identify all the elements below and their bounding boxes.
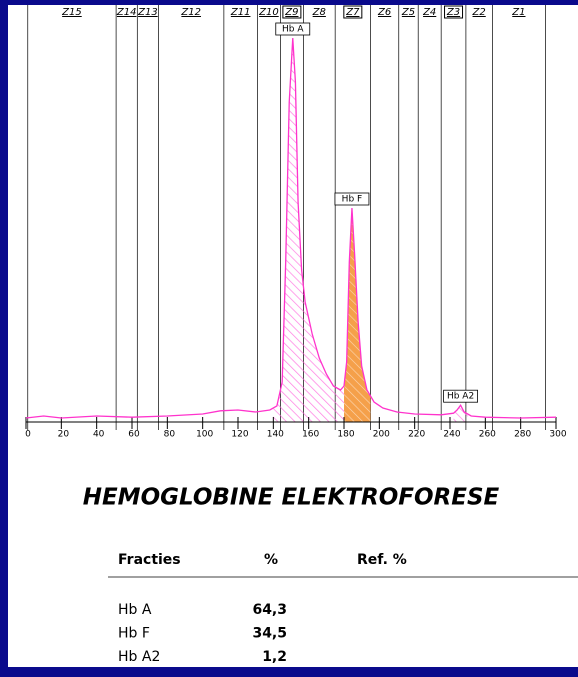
fraction-name: Hb F xyxy=(118,626,150,642)
fraction-value: 64,3 xyxy=(252,602,287,618)
x-tick-label: 240 xyxy=(443,430,460,440)
peak-label: Hb A2 xyxy=(447,392,474,402)
zone-label: Z6 xyxy=(377,7,391,18)
zone-label: Z7 xyxy=(345,7,360,18)
peak-area xyxy=(273,38,344,422)
table-header: Fracties xyxy=(118,552,181,568)
x-tick-label: 100 xyxy=(196,430,213,440)
zone-label: Z2 xyxy=(472,7,486,18)
peak-label: Hb F xyxy=(342,195,363,205)
trace xyxy=(25,37,557,419)
x-tick-label: 0 xyxy=(25,430,31,440)
zone-label: Z11 xyxy=(230,7,251,18)
zone-label: Z3 xyxy=(446,7,460,18)
x-tick-label: 180 xyxy=(337,430,354,440)
x-tick-label: 40 xyxy=(93,430,105,440)
zone-label: Z15 xyxy=(61,7,82,18)
x-tick-label: 160 xyxy=(302,430,319,440)
zone-label: Z8 xyxy=(312,7,326,18)
table-header: Ref. % xyxy=(357,552,407,568)
fraction-name: Hb A xyxy=(118,602,152,618)
peak-label-box xyxy=(443,389,479,403)
report-title: HEMOGLOBINE ELEKTROFORESE xyxy=(83,485,500,511)
zone-label: Z9 xyxy=(284,7,298,18)
zone-box xyxy=(343,5,363,19)
zone-label: Z1 xyxy=(511,7,525,18)
x-tick-label: 220 xyxy=(408,430,425,440)
zone-label: Z12 xyxy=(180,7,201,18)
zone-box xyxy=(282,5,302,19)
fraction-name: Hb A2 xyxy=(118,649,160,665)
fraction-value: 1,2 xyxy=(262,649,287,665)
x-tick-label: 60 xyxy=(128,430,140,440)
x-tick-label: 140 xyxy=(267,430,284,440)
zone-label: Z14 xyxy=(116,7,137,18)
zone-label: Z13 xyxy=(137,7,158,18)
zone-label: Z5 xyxy=(401,7,415,18)
peak-label-box xyxy=(334,192,370,206)
zone-box xyxy=(444,5,464,19)
table-header: % xyxy=(264,552,278,568)
peak-area xyxy=(453,405,468,422)
peak-label-box xyxy=(275,22,311,36)
zone-label: Z4 xyxy=(422,7,436,18)
peak-label: Hb A xyxy=(282,25,304,35)
zone-label: Z10 xyxy=(258,7,279,18)
x-tick-label: 120 xyxy=(231,430,248,440)
x-tick-label: 200 xyxy=(373,430,390,440)
x-tick-label: 20 xyxy=(58,430,70,440)
fraction-value: 34,5 xyxy=(252,626,287,642)
x-tick-label: 300 xyxy=(549,430,566,440)
x-tick-label: 280 xyxy=(514,430,531,440)
x-tick-label: 260 xyxy=(479,430,496,440)
x-tick-label: 80 xyxy=(164,430,176,440)
